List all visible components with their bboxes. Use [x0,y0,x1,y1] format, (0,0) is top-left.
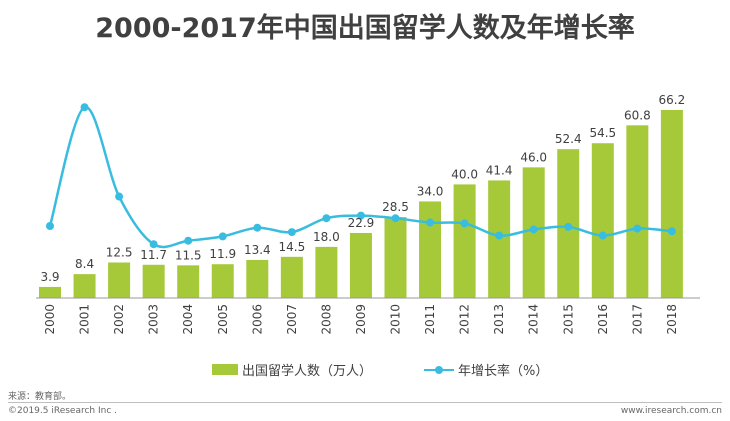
growth-point-2003 [149,240,158,249]
growth-point-2001 [80,103,89,112]
bar-2011 [419,201,442,298]
bar-2018 [660,110,683,298]
growth-point-2008 [322,214,331,223]
bar-value-label: 11.7 [140,248,167,262]
bar-value-label: 12.5 [106,246,133,260]
value-labels-layer: 3.9 8.4 12.5 11.7 11.5 11.9 13.4 14.5 18.0 22.9 28… [40,93,685,284]
growth-point-2005 [218,232,227,241]
bar-2000 [39,286,61,298]
chart-area: 3.9 8.4 12.5 11.7 11.5 11.9 13.4 14.5 18.0 22.9 28… [36,93,700,335]
bar-value-label: 40.0 [451,167,478,181]
x-tick-label: 2016 [596,304,610,335]
footer-divider [8,402,722,403]
x-tick-label: 2002 [112,304,126,335]
x-tick-label: 2015 [561,304,575,335]
bar-value-label: 11.5 [175,248,202,262]
growth-point-2013 [495,231,504,240]
bar-value-label: 8.4 [75,257,94,271]
legend-label-students: 出国留学人数（万人） [242,364,373,379]
x-tick-label: 2009 [354,304,368,335]
bar-2003 [142,264,165,298]
bar-2007 [280,256,303,298]
legend-bar-swatch [212,364,238,375]
growth-point-2016 [598,231,607,240]
x-tick-label: 2017 [630,304,644,335]
growth-point-2007 [287,228,296,237]
bar-2009 [349,232,372,298]
x-tick-label: 2000 [43,304,57,335]
legend-line-swatch [424,364,454,375]
source-note: 来源：教育部。 [8,392,72,402]
legend-item-students: 出国留学人数（万人） [212,360,372,379]
growth-point-2006 [253,223,262,232]
x-tick-label: 2005 [216,304,230,335]
bar-2006 [246,259,269,298]
copyright: ©2019.5 iResearch Inc . [8,406,118,416]
bar-2017 [626,125,649,298]
x-tick-label: 2013 [492,304,506,335]
x-tick-label: 2006 [250,304,264,335]
website-url: www.iresearch.com.cn [620,406,722,416]
growth-point-2015 [564,222,573,231]
growth-point-2014 [529,225,538,234]
bar-value-label: 22.9 [348,216,375,230]
bar-value-label: 41.4 [486,163,513,177]
bar-2001 [73,274,96,298]
bar-value-label: 54.5 [589,126,616,140]
growth-point-2002 [115,192,124,201]
bar-2016 [591,143,614,298]
x-tick-labels-layer: 2000 2001 2002 2003 2004 2005 2006 2007 2008 2009… [43,304,679,335]
bar-value-label: 18.0 [313,230,340,244]
growth-point-2000 [46,221,54,230]
x-tick-label: 2010 [389,304,403,335]
bar-value-label: 60.8 [624,108,651,122]
growth-point-2010 [391,214,400,223]
x-tick-label: 2007 [285,304,299,335]
bar-2002 [108,262,131,298]
bar-2010 [384,217,407,298]
bar-2012 [453,184,476,298]
growth-point-2009 [356,211,365,220]
bar-2004 [177,265,200,298]
growth-point-2011 [426,218,435,227]
x-tick-label: 2008 [319,304,333,335]
growth-point-2004 [184,236,193,245]
bar-value-label: 14.5 [278,240,305,254]
legend-item-growth: 年增长率（%） [424,360,548,379]
legend: 出国留学人数（万人） 年增长率（%） [0,360,730,382]
bars-layer [39,110,683,298]
bar-value-label: 11.9 [209,247,236,261]
x-tick-label: 2003 [147,304,161,335]
growth-point-2012 [460,219,469,228]
legend-label-growth: 年增长率（%） [458,364,549,379]
x-tick-label: 2011 [423,304,437,335]
x-tick-label: 2018 [665,304,679,335]
bar-2008 [315,246,338,298]
bar-value-label: 3.9 [40,270,59,284]
x-tick-label: 2012 [458,304,472,335]
bar-2005 [211,264,234,298]
chart-title: 2000-2017年中国出国留学人数及年增长率 [95,13,635,44]
bar-value-label: 46.0 [520,150,547,164]
bar-value-label: 13.4 [244,243,271,257]
bar-value-label: 52.4 [555,132,582,146]
growth-line-layer [46,103,676,249]
growth-point-2017 [633,224,642,233]
growth-point-2018 [667,227,676,236]
x-tick-label: 2014 [527,304,541,335]
x-tick-label: 2001 [78,304,92,335]
bar-value-label: 66.2 [659,93,686,107]
x-tick-label: 2004 [181,304,195,335]
bar-value-label: 34.0 [417,184,444,198]
bar-value-label: 28.5 [382,200,409,214]
